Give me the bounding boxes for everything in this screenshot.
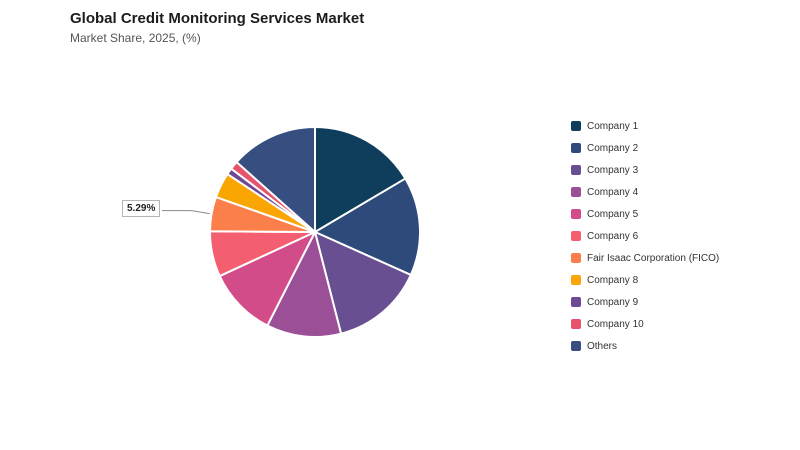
chart-subtitle: Market Share, 2025, (%): [70, 31, 201, 45]
legend-label: Company 1: [587, 120, 639, 132]
legend-item-company-1: Company 1: [571, 115, 719, 137]
legend-label: Company 3: [587, 164, 639, 176]
legend-swatch: [571, 253, 581, 263]
legend-swatch: [571, 275, 581, 285]
legend-swatch: [571, 341, 581, 351]
legend-swatch: [571, 143, 581, 153]
legend-label: Company 5: [587, 208, 639, 220]
legend-item-company-8: Company 8: [571, 269, 719, 291]
fico-value-label: 5.29%: [122, 200, 161, 217]
chart-legend: Company 1 Company 2 Company 3 Company 4 Comp…: [571, 115, 719, 357]
legend-item-fair-isaac-corporation-fico: Fair Isaac Corporation (FICO): [571, 247, 719, 269]
pie-slice-company-4: [265, 229, 343, 338]
legend-item-company-2: Company 2: [571, 137, 719, 159]
legend-item-company-5: Company 5: [571, 203, 719, 225]
legend-swatch: [571, 187, 581, 197]
legend-label: Fair Isaac Corporation (FICO): [587, 252, 720, 264]
pie-slice-company-3: [313, 230, 413, 335]
chart-title: Global Credit Monitoring Services Market: [70, 10, 365, 27]
legend-swatch: [571, 121, 581, 131]
pie-slice-others: [235, 125, 316, 235]
legend-item-company-6: Company 6: [571, 225, 719, 247]
legend-item-company-4: Company 4: [571, 181, 719, 203]
pie-slice-company-2: [312, 177, 421, 277]
legend-swatch: [571, 319, 581, 329]
legend-swatch: [571, 209, 581, 219]
legend-item-company-9: Company 9: [571, 291, 719, 313]
pie-slice-company-1: [314, 125, 407, 234]
legend-item-company-10: Company 10: [571, 313, 719, 335]
legend-label: Company 9: [587, 296, 639, 308]
legend-item-company-3: Company 3: [571, 159, 719, 181]
legend-swatch: [571, 165, 581, 175]
legend-label: Company 6: [587, 230, 639, 242]
legend-label: Company 8: [587, 274, 639, 286]
legend-label: Company 10: [587, 318, 644, 330]
fico-leader-line: [162, 210, 210, 215]
legend-label: Others: [587, 340, 618, 352]
legend-item-others: Others: [571, 335, 719, 357]
legend-label: Company 4: [587, 186, 639, 198]
pie-slice-company-5: [218, 229, 318, 327]
legend-swatch: [571, 231, 581, 241]
legend-swatch: [571, 297, 581, 307]
legend-label: Company 2: [587, 142, 639, 154]
